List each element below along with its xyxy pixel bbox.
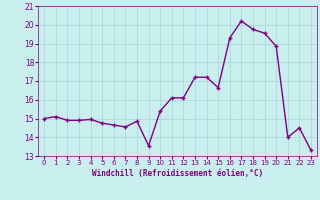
X-axis label: Windchill (Refroidissement éolien,°C): Windchill (Refroidissement éolien,°C) xyxy=(92,169,263,178)
